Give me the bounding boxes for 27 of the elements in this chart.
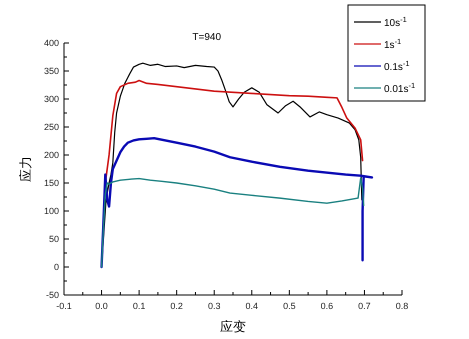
y-tick-label: 250 [44, 122, 59, 132]
x-axis-title: 应变 [220, 319, 246, 334]
y-tick-label: -50 [46, 290, 59, 300]
y-tick-label: 400 [44, 38, 59, 48]
x-tick-label: 0.6 [320, 301, 334, 311]
x-tick-label: 0.8 [396, 301, 408, 311]
x-tick-label: 0.4 [246, 301, 258, 311]
legend-label: 10s$^{-1}$ [384, 14, 407, 29]
x-tick-label: 0.7 [358, 301, 371, 311]
y-tick-label: 100 [44, 206, 59, 216]
legend-label: 0.01s$^{-1}$ [384, 80, 416, 95]
x-tick-label: 0.2 [170, 301, 183, 311]
y-tick-label: 200 [44, 150, 59, 160]
chart-title: T=940 [192, 32, 222, 43]
legend-label: 0.1s$^{-1}$ [384, 58, 410, 73]
x-tick-label: 0.5 [283, 301, 296, 311]
x-tick-label: -0.1 [56, 301, 72, 311]
y-tick-label: 300 [44, 94, 59, 104]
x-tick-label: 0.0 [95, 301, 108, 311]
y-axis-title: 应力 [18, 156, 33, 182]
y-tick-label: 350 [44, 66, 59, 76]
x-tick-label: 0.1 [132, 301, 146, 311]
y-tick-label: 50 [48, 234, 59, 244]
legend-label: 1s$^{-1}$ [384, 36, 402, 51]
y-tick-label: 0 [54, 262, 59, 272]
x-tick-label: 0.3 [208, 301, 220, 311]
y-tick-label: 150 [44, 178, 59, 188]
